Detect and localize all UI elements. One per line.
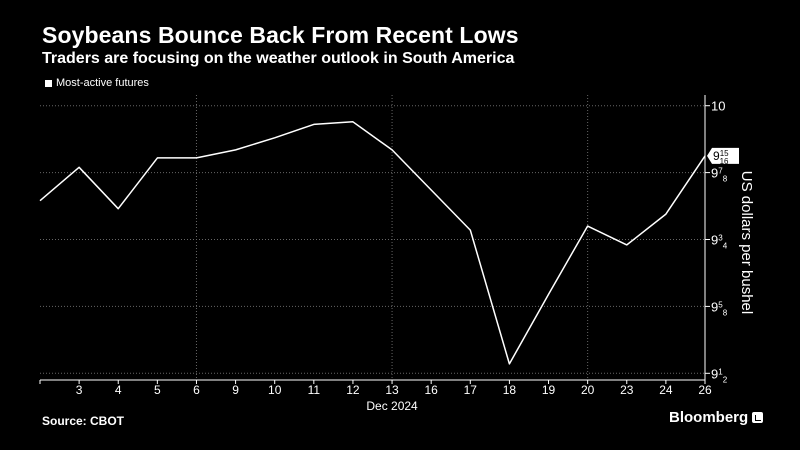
x-tick-label: 20 [581, 383, 595, 397]
source-note: Source: CBOT [42, 414, 125, 428]
y-tick-label: 958 [711, 299, 728, 317]
x-tick-label: 18 [503, 383, 517, 397]
y-tick-label: 10 [711, 99, 725, 114]
x-tick-label: 3 [76, 383, 83, 397]
x-tick-label: 16 [424, 383, 438, 397]
x-tick-label: 11 [308, 383, 321, 397]
legend-label: Most-active futures [56, 77, 149, 89]
x-tick-label: 5 [154, 383, 161, 397]
y-tick-label: 912 [711, 366, 728, 384]
x-tick-label: 19 [542, 383, 556, 397]
x-tick-label: 4 [115, 383, 122, 397]
x-tick-label: 17 [464, 383, 478, 397]
legend: Most-active futures [45, 77, 149, 89]
x-tick-label: 9 [232, 383, 239, 397]
y-tick-label: 934 [711, 233, 728, 251]
brand-name: Bloomberg [669, 409, 749, 426]
bloomberg-logo: Bloomberg [669, 409, 764, 426]
x-tick-label: 12 [346, 383, 360, 397]
legend-swatch [45, 79, 52, 87]
x-tick-label: 10 [268, 383, 282, 397]
x-axis-label: Dec 2024 [366, 399, 418, 413]
x-tick-label: 13 [385, 383, 399, 397]
chart-title: Soybeans Bounce Back From Recent Lows [42, 22, 519, 48]
last-value-callout [707, 147, 739, 164]
terminal-icon [752, 412, 764, 423]
chart-subtitle: Traders are focusing on the weather outl… [42, 50, 515, 67]
y-tick-label: 978 [711, 166, 728, 184]
series-line-most-active-futures [39, 121, 706, 365]
y-axis-label: US dollars per bushel [738, 171, 755, 314]
last-value-label: 915 16 [713, 149, 729, 166]
x-tick-label: 26 [698, 383, 712, 397]
x-tick-label: 24 [659, 383, 673, 397]
x-tick-label: 6 [193, 383, 200, 397]
x-tick-label: 23 [620, 383, 634, 397]
